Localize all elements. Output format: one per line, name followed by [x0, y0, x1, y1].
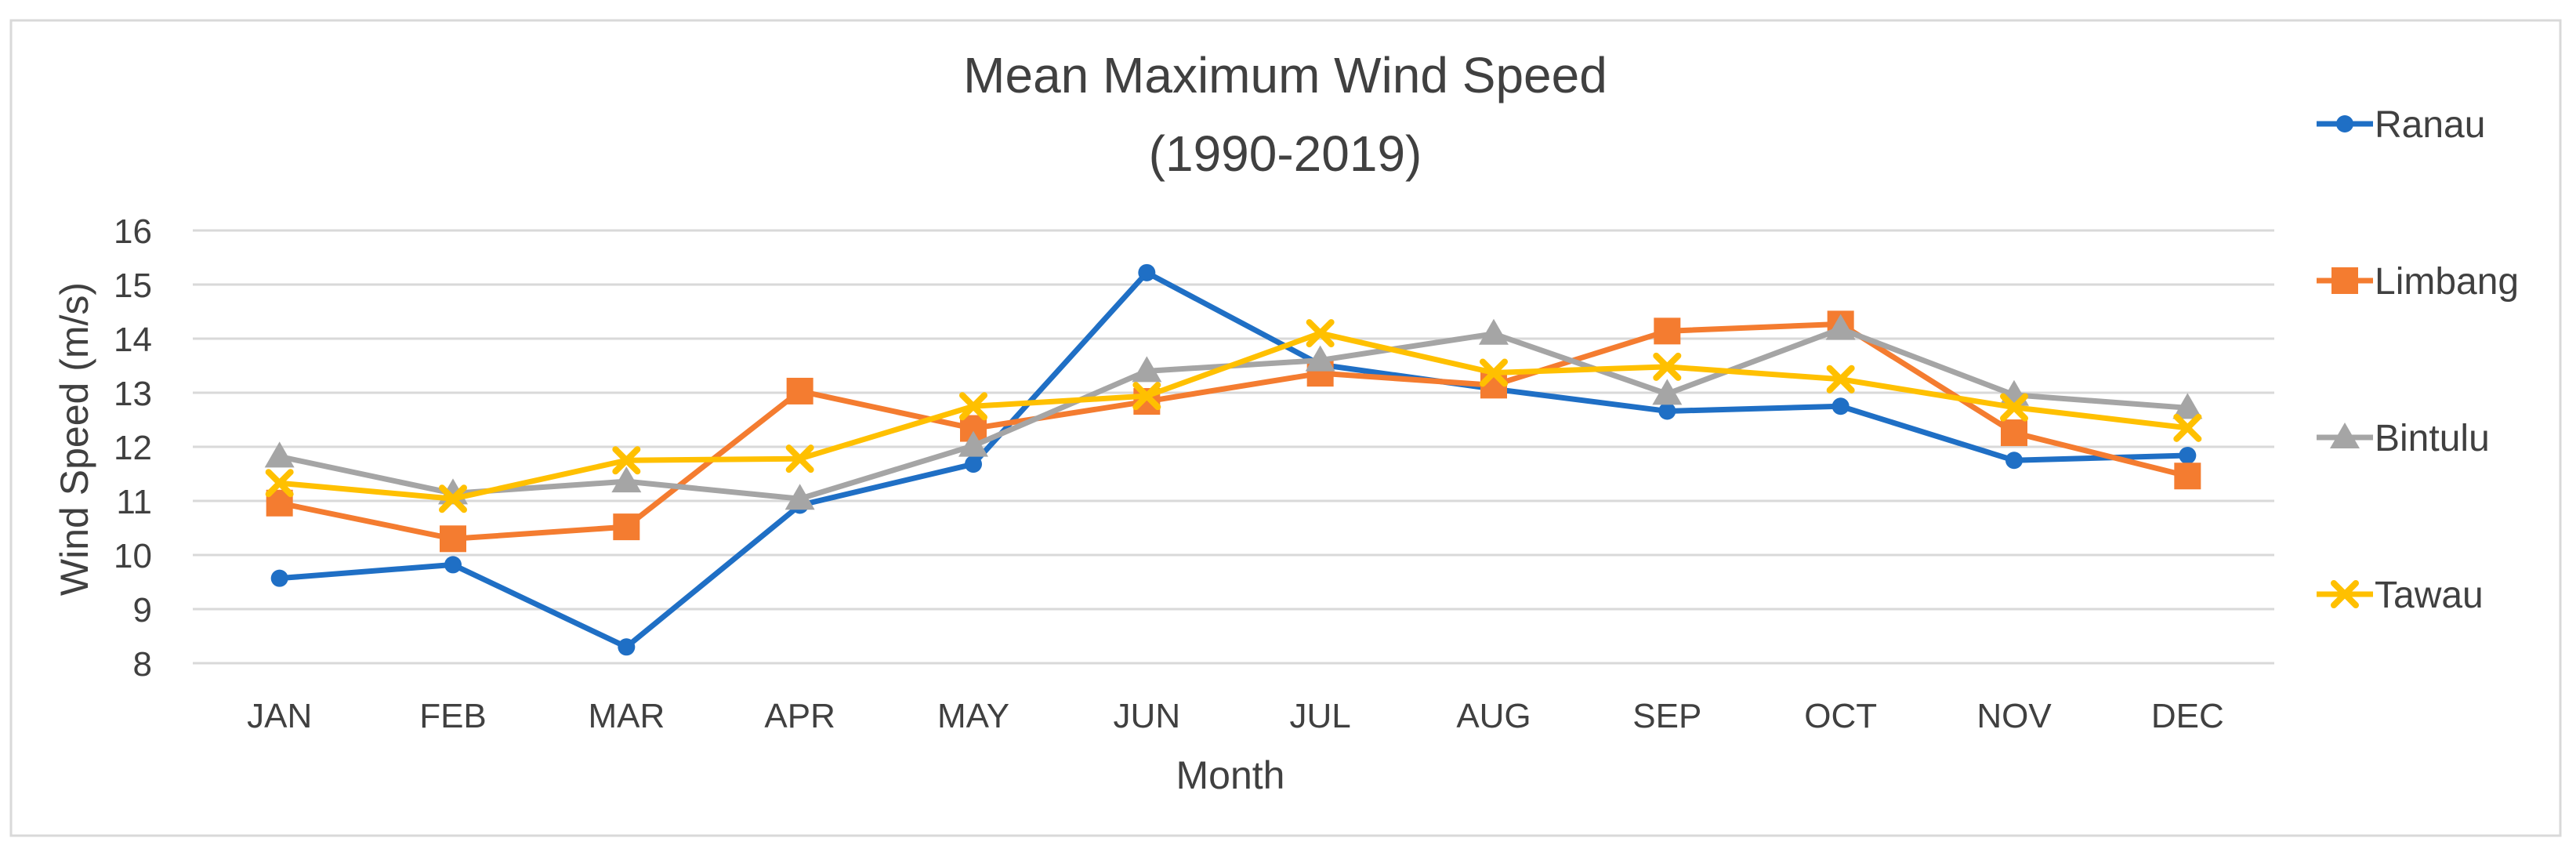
legend-label: Limbang	[2375, 261, 2519, 303]
chart-title: Mean Maximum Wind Speed	[963, 47, 1607, 103]
data-point	[1826, 365, 1855, 394]
series-tawau	[265, 319, 2202, 513]
y-tick-label: 16	[114, 212, 152, 251]
legend-label: Ranau	[2375, 104, 2485, 146]
x-axis-ticks: JAN FEB MAR APR MAY JUN JUL AUG SEP OCT NOV DEC	[247, 697, 2224, 735]
data-point	[1480, 358, 1508, 387]
data-point	[1306, 319, 1335, 348]
data-point	[2173, 413, 2202, 442]
y-axis-ticks: 8 9 10 11 12 13 14 15 16	[114, 212, 152, 684]
x-axis-label: Month	[1176, 753, 1285, 797]
y-tick-label: 15	[114, 267, 152, 305]
x-tick-label: MAY	[937, 697, 1009, 735]
data-point	[958, 430, 988, 457]
data-point	[2179, 447, 2197, 465]
data-point	[1825, 314, 1856, 340]
data-point	[1658, 402, 1676, 420]
data-point	[439, 484, 467, 513]
legend-marker	[2331, 580, 2359, 608]
legend-entry-ranau: Ranau	[2317, 104, 2485, 146]
data-point	[613, 513, 640, 541]
data-point	[1652, 379, 1683, 405]
data-point	[440, 525, 466, 553]
y-tick-label: 14	[114, 321, 152, 359]
x-tick-label: NOV	[1976, 697, 2052, 735]
y-axis-label: Wind Speed (m/s)	[53, 282, 96, 596]
data-point	[1138, 263, 1156, 281]
data-point	[1132, 356, 1162, 383]
chart-subtitle: (1990-2019)	[1149, 125, 1422, 182]
x-tick-label: MAR	[588, 697, 665, 735]
x-tick-label: SEP	[1632, 697, 1701, 735]
data-point	[965, 455, 982, 473]
data-point	[265, 469, 294, 498]
legend-entry-tawau: Tawau	[2317, 575, 2484, 616]
y-tick-label: 10	[114, 537, 152, 575]
data-point	[1305, 345, 1335, 372]
data-point	[618, 638, 636, 656]
y-tick-label: 8	[133, 645, 152, 684]
data-point	[784, 484, 815, 510]
series-line	[277, 270, 2190, 650]
data-point	[785, 444, 814, 473]
y-tick-label: 12	[114, 429, 152, 467]
legend-marker	[2331, 267, 2358, 294]
data-point	[270, 569, 288, 587]
data-point	[786, 377, 813, 404]
x-tick-label: AUG	[1456, 697, 1531, 735]
data-point	[2000, 393, 2028, 422]
data-point	[1831, 397, 1850, 415]
x-tick-label: JUN	[1114, 697, 1181, 735]
x-tick-label: JUL	[1290, 697, 1351, 735]
x-tick-label: OCT	[1804, 697, 1877, 735]
data-point	[1653, 352, 1682, 381]
x-tick-label: JAN	[247, 697, 312, 735]
x-tick-label: FEB	[419, 697, 487, 735]
x-tick-label: APR	[764, 697, 835, 735]
data-point	[1132, 382, 1161, 411]
data-point	[1654, 317, 1681, 345]
data-point	[612, 446, 641, 475]
data-point	[611, 466, 642, 493]
data-point	[2174, 463, 2201, 490]
data-point	[2172, 393, 2203, 419]
legend-label: Tawau	[2375, 575, 2484, 616]
legend-entry-limbang: Limbang	[2317, 261, 2519, 303]
data-point	[444, 556, 462, 574]
legend-marker	[2330, 423, 2360, 448]
x-tick-label: DEC	[2151, 697, 2224, 735]
chart-border	[9, 19, 2562, 837]
data-point	[1479, 318, 1509, 345]
y-tick-label: 11	[116, 483, 152, 521]
y-tick-label: 9	[133, 591, 152, 629]
data-point	[264, 441, 295, 468]
data-point	[2001, 419, 2027, 447]
legend: Ranau Limbang Bintulu Tawau	[2317, 104, 2519, 616]
y-tick-label: 13	[114, 375, 152, 413]
legend-entry-bintulu: Bintulu	[2317, 418, 2490, 459]
legend-marker	[2336, 115, 2353, 132]
legend-label: Bintulu	[2375, 418, 2490, 459]
data-point	[959, 392, 987, 421]
series-line	[277, 330, 2190, 502]
series-layer	[264, 263, 2203, 656]
data-point	[2005, 452, 2023, 470]
